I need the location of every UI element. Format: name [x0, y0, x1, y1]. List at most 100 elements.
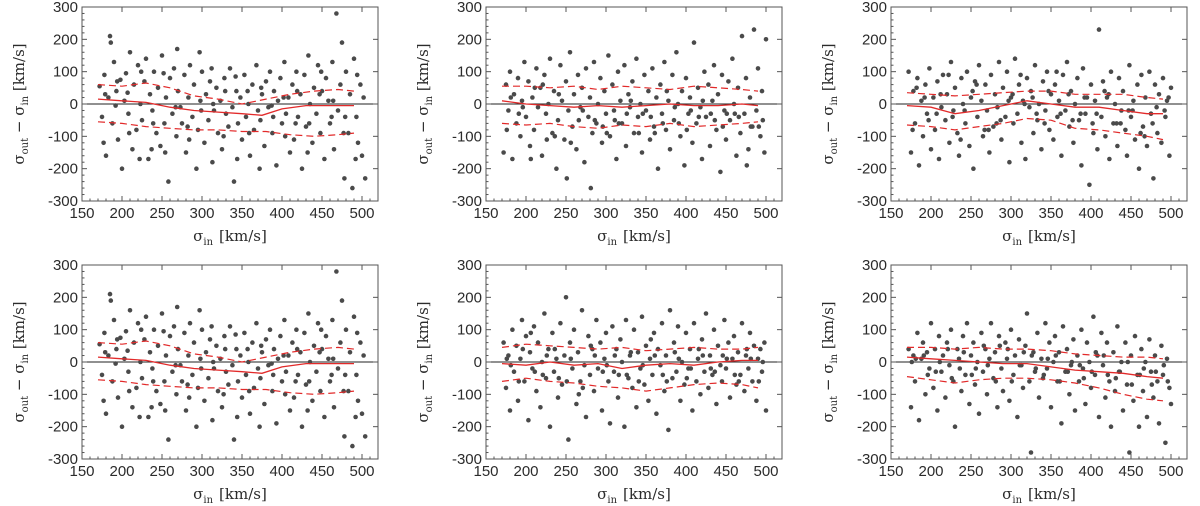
- data-point: [270, 130, 275, 136]
- data-point: [602, 88, 607, 94]
- data-point: [530, 366, 535, 371]
- data-point: [125, 348, 130, 354]
- data-point: [214, 343, 219, 349]
- data-point: [1067, 124, 1072, 129]
- data-point: [166, 179, 171, 184]
- data-point: [329, 114, 334, 120]
- x-tick-label: 250: [149, 463, 174, 480]
- data-point: [1091, 314, 1096, 320]
- data-point: [747, 330, 753, 336]
- data-point: [334, 11, 339, 16]
- data-point: [979, 98, 984, 104]
- data-point: [210, 359, 216, 365]
- data-point: [602, 356, 607, 362]
- data-point: [1064, 59, 1070, 65]
- data-point: [1011, 372, 1016, 378]
- y-tick-label: -300: [857, 451, 887, 468]
- data-point: [174, 304, 180, 310]
- x-tick-label: 450: [1118, 205, 1143, 222]
- upper-percentile-line: [906, 90, 1164, 100]
- data-point: [1093, 350, 1099, 355]
- data-point: [507, 408, 513, 413]
- data-point: [666, 427, 671, 433]
- data-point: [199, 327, 205, 333]
- data-point: [1052, 82, 1058, 87]
- data-point: [736, 379, 742, 384]
- data-point: [690, 408, 695, 413]
- data-points: [501, 295, 769, 442]
- data-point: [1047, 340, 1052, 345]
- data-point: [654, 95, 659, 100]
- data-point: [1140, 124, 1146, 129]
- x-tick-label: 500: [1158, 205, 1183, 222]
- data-point: [167, 333, 173, 339]
- data-point: [355, 398, 361, 404]
- x-axis-label: σin [km/s]: [597, 485, 671, 506]
- data-point: [672, 104, 678, 110]
- data-point: [667, 147, 673, 152]
- data-point: [726, 340, 731, 345]
- data-point: [631, 130, 637, 136]
- data-point: [1043, 108, 1048, 113]
- data-point: [186, 95, 191, 100]
- data-point: [1118, 121, 1123, 126]
- data-point: [700, 353, 706, 358]
- data-point: [1144, 143, 1150, 149]
- data-point: [1012, 353, 1018, 358]
- data-point: [955, 130, 960, 136]
- data-point: [1131, 398, 1136, 404]
- data-point: [1072, 408, 1078, 413]
- data-point: [1108, 424, 1114, 430]
- data-point: [973, 366, 979, 371]
- data-point: [511, 369, 517, 375]
- median-line: [501, 100, 759, 108]
- data-point: [154, 388, 159, 394]
- data-point: [306, 53, 311, 58]
- data-point: [1009, 379, 1015, 384]
- data-point: [1015, 111, 1020, 116]
- data-point: [623, 317, 629, 323]
- data-point: [1068, 88, 1074, 94]
- data-point: [1150, 121, 1155, 126]
- data-point: [648, 337, 654, 342]
- data-point: [522, 379, 527, 384]
- data-point: [678, 134, 683, 139]
- y-tick-label: 300: [53, 0, 78, 16]
- data-point: [996, 333, 1002, 339]
- data-point: [197, 50, 202, 55]
- data-point: [1075, 75, 1080, 81]
- data-point: [763, 37, 769, 42]
- data-point: [170, 369, 175, 375]
- data-point: [574, 401, 579, 407]
- data-point: [652, 130, 658, 136]
- data-point: [684, 375, 690, 381]
- data-point: [915, 330, 920, 336]
- data-point: [543, 375, 549, 381]
- data-point: [263, 79, 269, 84]
- data-point: [170, 111, 175, 116]
- data-point: [107, 33, 113, 39]
- median-line: [97, 98, 354, 116]
- data-point: [739, 320, 745, 326]
- data-point: [504, 127, 510, 133]
- data-point: [167, 75, 173, 81]
- data-point: [679, 88, 685, 94]
- data-point: [532, 85, 538, 91]
- data-point: [943, 395, 948, 400]
- data-point: [754, 398, 759, 404]
- data-point: [274, 163, 279, 168]
- data-point: [998, 117, 1003, 123]
- data-point: [983, 82, 988, 87]
- data-point: [161, 329, 166, 334]
- data-point: [1052, 333, 1058, 339]
- data-point: [648, 114, 654, 120]
- data-point: [1138, 130, 1143, 136]
- data-point: [199, 69, 205, 74]
- data-point: [1142, 134, 1147, 139]
- data-point: [543, 111, 549, 116]
- data-point: [210, 417, 215, 423]
- y-tick-label: -200: [857, 161, 887, 178]
- data-point: [206, 375, 211, 381]
- data-point: [592, 117, 598, 123]
- data-point: [936, 333, 942, 339]
